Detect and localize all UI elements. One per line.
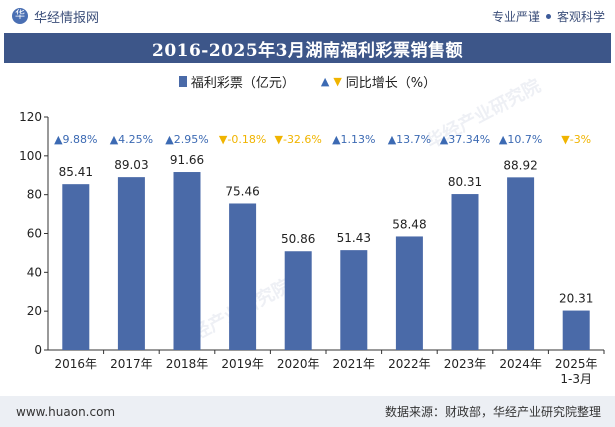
bar	[451, 194, 479, 350]
y-tick-label: 80	[27, 188, 42, 202]
bar-value-label: 89.03	[114, 158, 148, 172]
growth-label: ▲9.88%	[54, 133, 97, 146]
triangle-down-icon: ▼	[333, 74, 342, 88]
bar	[507, 177, 535, 350]
bar-value-label: 50.86	[281, 232, 315, 246]
bar	[284, 251, 312, 350]
tagline: 专业严谨 客观科学	[492, 8, 605, 25]
bar-value-label: 58.48	[392, 217, 426, 231]
footer-website[interactable]: www.huaon.com	[16, 404, 116, 419]
x-tick-label: 2016年	[55, 357, 98, 371]
growth-label: ▲2.95%	[165, 133, 208, 146]
bar-value-label: 88.92	[503, 158, 537, 172]
legend-item-growth: ▲ ▼ 同比增长（%）	[321, 72, 436, 91]
triangle-up-icon: ▲	[54, 133, 63, 146]
bar-value-label: 75.46	[225, 184, 259, 198]
y-tick-label: 40	[27, 265, 42, 279]
growth-label: ▲1.13%	[332, 133, 375, 146]
bar	[117, 177, 145, 350]
x-tick-label: 2023年	[444, 357, 487, 371]
brand-name: 华经情报网	[34, 10, 100, 26]
y-tick-label: 120	[19, 110, 42, 124]
legend-item-bar: 福利彩票（亿元）	[178, 72, 295, 91]
bar-value-label: 20.31	[559, 292, 593, 306]
growth-value: 9.88%	[63, 133, 98, 146]
bar-swatch-icon	[178, 75, 187, 87]
growth-value: -3%	[570, 133, 591, 146]
separator-dot-icon	[545, 13, 551, 19]
growth-value: 10.7%	[507, 133, 542, 146]
triangle-up-icon: ▲	[110, 133, 119, 146]
growth-label: ▼-32.6%	[275, 133, 322, 146]
growth-value: 37.34%	[448, 133, 490, 146]
triangle-up-icon: ▲	[440, 133, 449, 146]
brand: 华 华经情报网	[12, 7, 99, 26]
growth-label: ▼-3%	[561, 133, 591, 146]
x-tick-label: 2025年	[555, 357, 598, 371]
growth-value: -32.6%	[283, 133, 322, 146]
growth-value: 2.95%	[174, 133, 209, 146]
growth-value: 4.25%	[118, 133, 153, 146]
triangle-down-icon: ▼	[561, 133, 570, 146]
growth-label: ▲37.34%	[440, 133, 490, 146]
growth-value: -0.18%	[227, 133, 266, 146]
growth-label: ▼-0.18%	[219, 133, 266, 146]
chart-legend: 福利彩票（亿元） ▲ ▼ 同比增长（%）	[0, 70, 615, 92]
x-tick-label: 2020年	[277, 357, 320, 371]
bar	[340, 250, 368, 350]
bar	[562, 310, 590, 350]
x-tick-label: 2021年	[333, 357, 376, 371]
x-tick-label: 2017年	[110, 357, 153, 371]
triangle-down-icon: ▼	[275, 133, 284, 146]
bar	[229, 203, 257, 350]
y-tick-label: 100	[19, 149, 42, 163]
triangle-up-icon: ▲	[388, 133, 397, 146]
growth-label: ▲13.7%	[388, 133, 431, 146]
y-tick-label: 0	[34, 343, 42, 357]
footer: www.huaon.com 数据来源：财政部，华经产业研究院整理	[0, 396, 615, 427]
bar-value-label: 85.41	[59, 165, 93, 179]
bar-value-label: 80.31	[448, 175, 482, 189]
x-tick-label: 2022年	[388, 357, 431, 371]
triangle-up-icon: ▲	[499, 133, 508, 146]
bar	[62, 184, 90, 350]
bar-value-label: 51.43	[337, 231, 371, 245]
growth-label: ▲4.25%	[110, 133, 153, 146]
triangle-up-icon: ▲	[165, 133, 174, 146]
tagline-right: 客观科学	[556, 9, 605, 24]
growth-value: 1.13%	[341, 133, 376, 146]
x-tick-label: 2024年	[499, 357, 542, 371]
footer-source: 数据来源：财政部，华经产业研究院整理	[384, 405, 601, 419]
x-tick-label: 2018年	[166, 357, 209, 371]
bar-value-label: 91.66	[170, 153, 204, 167]
growth-label: ▲10.7%	[499, 133, 542, 146]
chart-title: 2016-2025年3月湖南福利彩票销售额	[4, 33, 611, 63]
tagline-left: 专业严谨	[491, 9, 540, 24]
growth-value: 13.7%	[396, 133, 431, 146]
triangle-down-icon: ▼	[219, 133, 228, 146]
x-tick-label: 2019年	[221, 357, 264, 371]
legend-bar-label: 福利彩票（亿元）	[190, 75, 295, 91]
y-tick-label: 60	[27, 227, 42, 241]
triangle-up-icon: ▲	[320, 74, 330, 88]
top-header: 华 华经情报网 专业严谨 客观科学	[0, 0, 615, 32]
bar	[395, 236, 423, 350]
bar	[173, 172, 201, 350]
y-tick-label: 20	[27, 304, 42, 318]
legend-growth-label: 同比增长（%）	[345, 75, 437, 91]
brand-logo-icon: 华	[12, 8, 28, 24]
triangle-up-icon: ▲	[332, 133, 341, 146]
x-tick-label: 1-3月	[560, 372, 592, 386]
